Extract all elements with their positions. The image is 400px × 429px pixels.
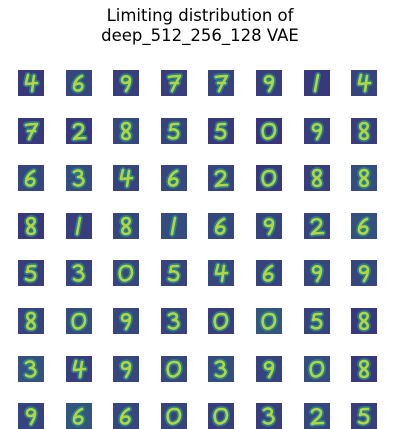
title-line-1: Limiting distribution of	[106, 6, 294, 25]
sample-tile	[256, 308, 282, 334]
sample-tile	[18, 165, 44, 192]
sample-tile	[160, 403, 187, 429]
sample-tile	[351, 165, 378, 192]
figure-title: Limiting distribution of deep_512_256_12…	[0, 6, 400, 46]
sample-tile	[303, 403, 330, 429]
title-line-2: deep_512_256_128 VAE	[101, 26, 299, 45]
sample-tile	[113, 165, 140, 192]
sample-tile	[18, 117, 44, 144]
sample-tile	[65, 212, 92, 239]
sample-tile	[208, 165, 235, 192]
sample-tile	[65, 403, 92, 429]
sample-tile	[113, 70, 140, 96]
sample-tile	[113, 117, 140, 144]
sample-tile	[65, 70, 92, 96]
sample-tile	[303, 308, 330, 334]
sample-tile	[256, 260, 282, 287]
sample-tile	[160, 355, 187, 382]
sample-tile	[65, 260, 92, 287]
sample-tile	[351, 355, 378, 382]
sample-tile	[113, 308, 140, 334]
sample-tile	[113, 403, 140, 429]
sample-tile	[160, 308, 187, 334]
sample-tile	[303, 212, 330, 239]
sample-tile	[303, 355, 330, 382]
sample-tile	[18, 308, 44, 334]
sample-tile	[65, 117, 92, 144]
sample-tile	[113, 212, 140, 239]
sample-tile	[256, 212, 282, 239]
sample-tile	[65, 308, 92, 334]
sample-tile	[160, 117, 187, 144]
sample-tile	[113, 355, 140, 382]
sample-tile	[351, 260, 378, 287]
sample-tile	[303, 70, 330, 96]
sample-tile	[18, 212, 44, 239]
sample-tile	[256, 117, 282, 144]
sample-tile	[208, 403, 235, 429]
sample-tile	[256, 165, 282, 192]
sample-tile	[256, 355, 282, 382]
sample-tile	[208, 117, 235, 144]
sample-tile	[160, 165, 187, 192]
sample-tile	[160, 212, 187, 239]
sample-tile	[208, 212, 235, 239]
sample-tile	[208, 70, 235, 96]
sample-tile	[208, 355, 235, 382]
sample-tile	[351, 117, 378, 144]
sample-tile	[351, 70, 378, 96]
sample-tile	[65, 165, 92, 192]
sample-tile	[351, 308, 378, 334]
sample-tile	[303, 117, 330, 144]
sample-tile	[65, 355, 92, 382]
sample-tile	[303, 165, 330, 192]
sample-tile	[18, 403, 44, 429]
sample-tile	[18, 355, 44, 382]
sample-tile	[18, 70, 44, 96]
sample-tile	[303, 260, 330, 287]
sample-tile	[160, 70, 187, 96]
sample-tile	[113, 260, 140, 287]
sample-tile	[160, 260, 187, 287]
sample-tile	[208, 308, 235, 334]
sample-tile	[18, 260, 44, 287]
sample-grid	[18, 70, 378, 429]
sample-tile	[208, 260, 235, 287]
sample-tile	[351, 212, 378, 239]
sample-tile	[256, 403, 282, 429]
sample-tile	[256, 70, 282, 96]
sample-tile	[351, 403, 378, 429]
